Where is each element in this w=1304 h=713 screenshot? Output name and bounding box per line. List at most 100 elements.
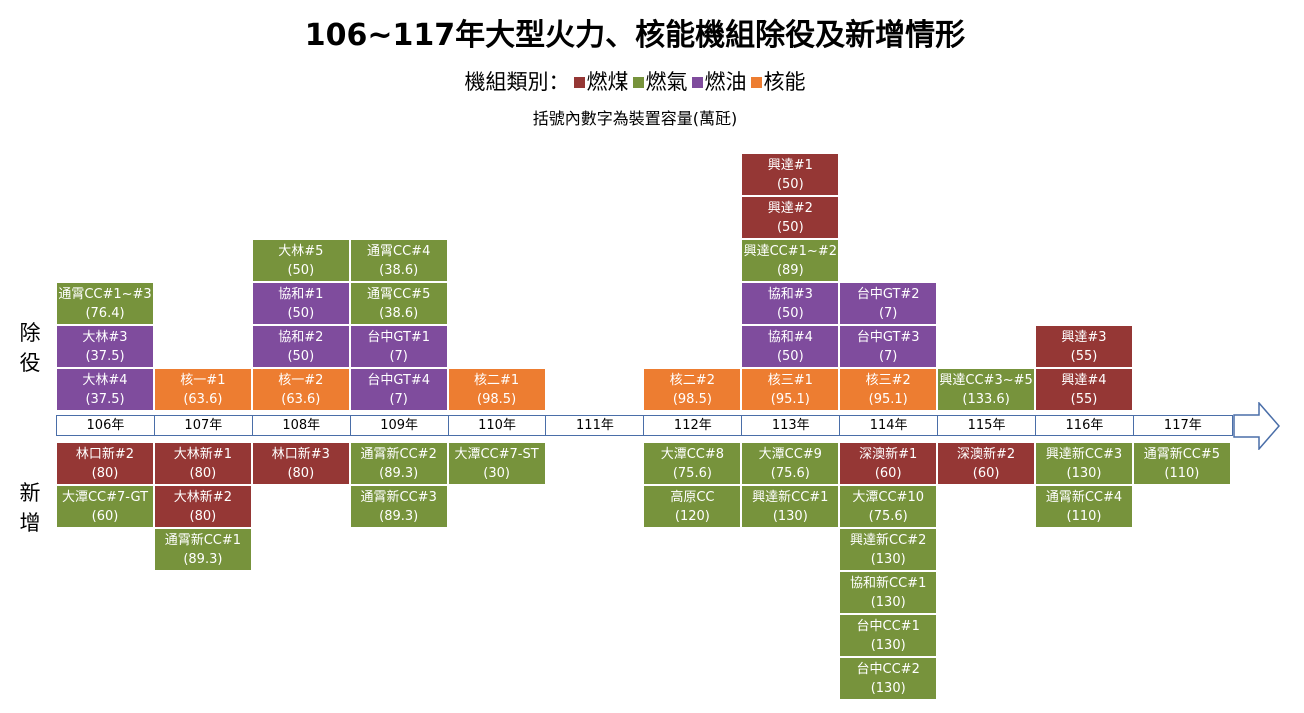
unit-name: 台中GT#4: [367, 373, 431, 388]
new-unit-block: 高原CC (120): [644, 486, 741, 527]
unit-name: 深澳新#1: [859, 447, 918, 462]
unit-name: 核一#2: [278, 373, 324, 388]
unit-name: 大潭CC#7-GT: [61, 490, 149, 505]
retire-unit-block: 協和#4 (50): [742, 326, 839, 367]
retire-unit-block: 興達#4 (55): [1036, 369, 1132, 410]
retire-unit-block: 通霄CC#5 (38.6): [350, 283, 447, 324]
retire-unit-block: 通霄CC#1~#3 (76.4): [57, 283, 153, 324]
unit-capacity: (80): [189, 466, 217, 481]
new-unit-block: 興達新CC#2 (130): [840, 529, 937, 570]
unit-name: 興達#1: [767, 158, 813, 173]
unit-capacity: (7): [389, 349, 408, 364]
unit-name: 核三#2: [865, 373, 911, 388]
year-timeline: 106年 107年 108年 109年 110年 111年 112年 113年 114年 115年…: [56, 415, 1233, 436]
unit-capacity: (130): [870, 638, 906, 653]
unit-name: 興達#3: [1061, 330, 1107, 345]
retire-unit-block: 大林#4 (37.5): [57, 369, 153, 410]
retire-unit-block: 核二#2 (98.5): [644, 369, 741, 410]
unit-name: 通霄CC#4: [367, 244, 431, 259]
unit-capacity: (38.6): [379, 306, 419, 321]
unit-name: 通霄CC#5: [367, 287, 431, 302]
unit-name: 通霄新CC#2: [360, 447, 437, 462]
unit-capacity: (7): [389, 392, 408, 407]
unit-name: 通霄新CC#3: [360, 490, 437, 505]
unit-name: 通霄CC#1~#3: [58, 287, 152, 302]
unit-name: 興達CC#1~#2: [743, 244, 837, 259]
unit-name: 林口新#2: [75, 447, 135, 462]
unit-name: 興達#2: [767, 201, 813, 216]
year-cell: 108年: [253, 416, 351, 435]
year-cell: 106年: [57, 416, 155, 435]
subtitle: 括號內數字為裝置容量(萬瓩): [532, 109, 738, 128]
unit-capacity: (130): [870, 595, 906, 610]
year-cell: 115年: [938, 416, 1036, 435]
retire-unit-block: 興達#1 (50): [742, 154, 839, 195]
legend-swatch-nuclear: [750, 77, 762, 88]
unit-name: 大潭CC#9: [758, 447, 822, 462]
new-unit-block: 林口新#3 (80): [252, 443, 349, 484]
unit-capacity: (63.6): [183, 392, 223, 407]
unit-capacity: (60): [91, 509, 119, 524]
unit-capacity: (75.6): [868, 509, 908, 524]
unit-capacity: (7): [878, 349, 898, 364]
unit-capacity: (7): [878, 306, 898, 321]
unit-capacity: (120): [674, 509, 710, 524]
retire-unit-block: 台中GT#2 (7): [840, 283, 937, 324]
retire-unit-block: 台中GT#3 (7): [840, 326, 937, 367]
unit-capacity: (50): [287, 349, 315, 364]
unit-capacity: (98.5): [672, 392, 712, 407]
unit-name: 台中GT#3: [856, 330, 920, 345]
new-unit-block: 大林新#1 (80): [154, 443, 251, 484]
unit-capacity: (55): [1070, 349, 1098, 364]
unit-capacity: (89.3): [379, 509, 419, 524]
year-cell: 107年: [155, 416, 253, 435]
year-cell: 116年: [1036, 416, 1134, 435]
unit-name: 協和新CC#1: [850, 576, 927, 591]
retire-unit-block: 大林#3 (37.5): [57, 326, 153, 367]
new-unit-block: 林口新#2 (80): [57, 443, 153, 484]
new-unit-block: 通霄新CC#1 (89.3): [154, 529, 251, 570]
unit-name: 通霄新CC#1: [164, 533, 242, 548]
unit-capacity: (80): [91, 466, 119, 481]
new-unit-block: 通霄新CC#3 (89.3): [350, 486, 447, 527]
unit-capacity: (130): [870, 681, 906, 696]
unit-capacity: (30): [483, 466, 510, 481]
unit-name: 大潭CC#10: [852, 490, 924, 505]
unit-capacity: (50): [776, 349, 804, 364]
add-label: 新增: [19, 481, 41, 535]
unit-name: 協和#3: [767, 287, 813, 302]
unit-name: 興達#4: [1061, 373, 1107, 388]
year-cell: 114年: [840, 416, 939, 435]
unit-capacity: (37.5): [85, 392, 125, 407]
retire-unit-block: 核二#1 (98.5): [448, 369, 545, 410]
unit-name: 興達新CC#1: [752, 490, 829, 505]
new-unit-block: 通霄新CC#2 (89.3): [350, 443, 447, 484]
unit-capacity: (89.3): [379, 466, 419, 481]
new-unit-block: 大潭CC#10 (75.6): [840, 486, 937, 527]
new-unit-block: 協和新CC#1 (130): [840, 572, 937, 613]
unit-capacity: (130): [870, 552, 906, 567]
unit-capacity: (50): [776, 306, 804, 321]
new-unit-block: 興達新CC#3 (130): [1036, 443, 1132, 484]
unit-capacity: (50): [776, 220, 804, 235]
legend-prefix: 機組類別：: [464, 70, 570, 94]
retire-unit-block: 台中GT#4 (7): [350, 369, 447, 410]
unit-capacity: (110): [1164, 466, 1200, 481]
retire-unit-block: 核三#1 (95.1): [742, 369, 839, 410]
new-unit-block: 通霄新CC#4 (110): [1036, 486, 1132, 527]
unit-name: 大潭CC#8: [660, 447, 725, 462]
unit-capacity: (60): [972, 466, 1000, 481]
unit-name: 大林新#1: [173, 447, 232, 462]
unit-name: 核三#1: [767, 373, 813, 388]
unit-capacity: (76.4): [85, 306, 125, 321]
unit-capacity: (89.3): [183, 552, 223, 567]
unit-name: 通霄新CC#5: [1143, 447, 1221, 462]
year-cell: 112年: [644, 416, 743, 435]
unit-name: 通霄新CC#4: [1045, 490, 1123, 505]
retire-unit-block: 協和#1 (50): [252, 283, 349, 324]
retire-unit-block: 協和#2 (50): [252, 326, 349, 367]
unit-capacity: (75.6): [770, 466, 810, 481]
legend-label-nuclear: 核能: [763, 70, 806, 94]
year-cell: 111年: [547, 416, 645, 435]
unit-capacity: (130): [1066, 466, 1102, 481]
